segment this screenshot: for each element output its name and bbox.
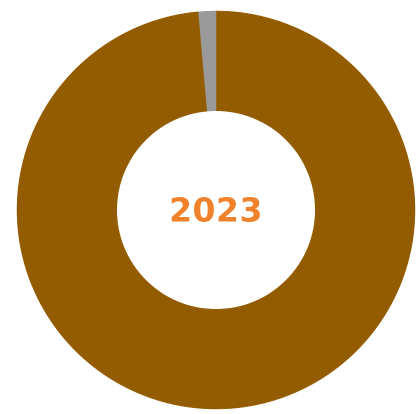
donut-hole xyxy=(117,111,315,309)
center-year-label: 2023 xyxy=(169,191,263,230)
